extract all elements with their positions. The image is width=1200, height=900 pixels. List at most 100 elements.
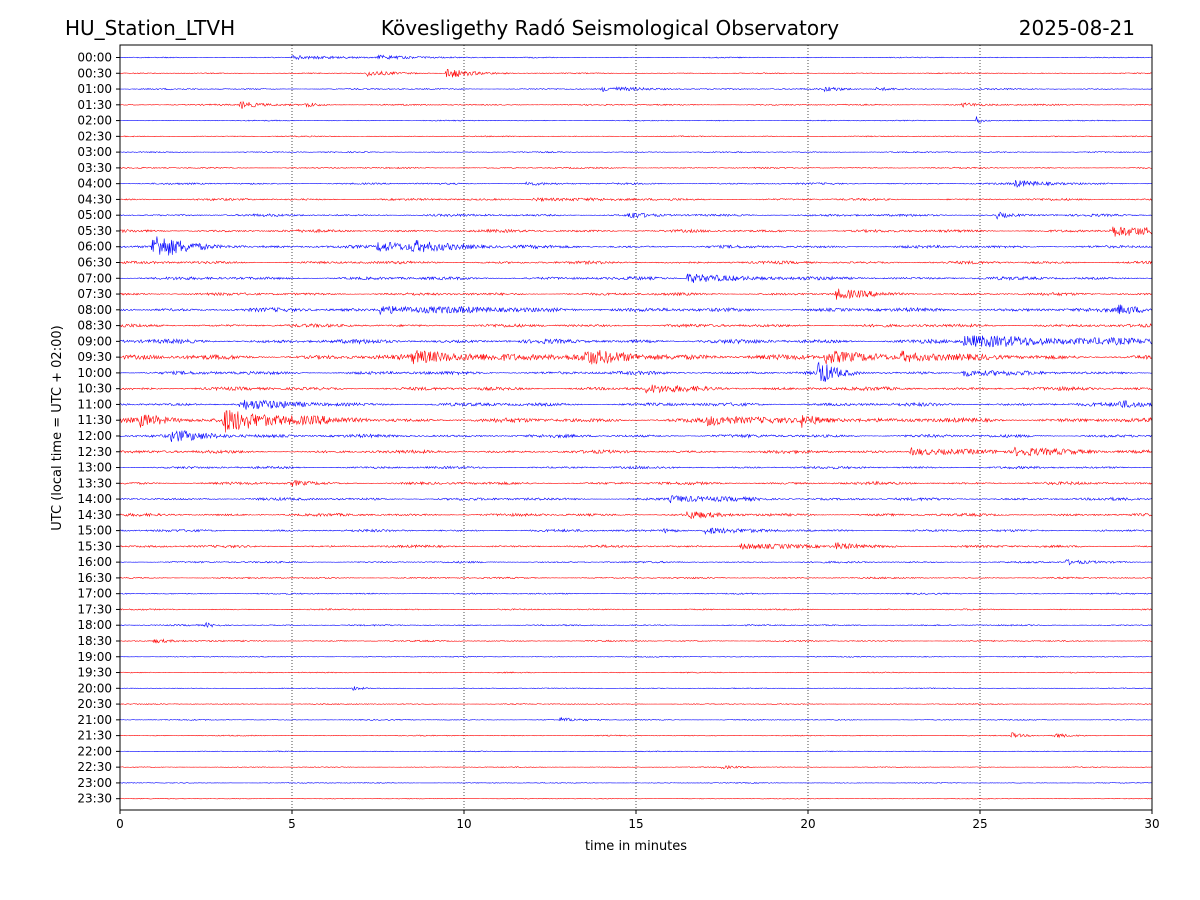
trace-row (119, 430, 1153, 443)
trace-row (120, 260, 1153, 266)
x-tick-label: 5 (288, 817, 296, 831)
trace-row (119, 335, 1153, 348)
trace-row (119, 273, 1153, 283)
y-tick-label: 12:30 (77, 445, 112, 459)
trace-row (119, 86, 1153, 93)
y-tick-label: 02:00 (77, 114, 112, 128)
x-axis-label: time in minutes (585, 839, 687, 854)
y-tick-label: 01:00 (77, 82, 112, 96)
trace-row (119, 116, 1153, 124)
trace-row (119, 68, 1153, 78)
trace-row (119, 608, 1153, 611)
y-tick-label: 19:00 (77, 650, 112, 664)
y-tick-label: 05:30 (77, 224, 112, 238)
y-tick-label: 17:00 (77, 587, 112, 601)
trace-row (119, 180, 1153, 188)
trace-row (119, 576, 1153, 580)
y-tick-label: 08:00 (77, 303, 112, 317)
x-ticks: 0 5 10 15 20 25 30 (116, 810, 1160, 831)
trace-row (119, 399, 1153, 410)
trace-row (119, 592, 1153, 595)
y-tick-label: 08:30 (77, 319, 112, 333)
y-tick-label: 21:00 (77, 713, 112, 727)
trace-row (119, 479, 1153, 487)
y-tick-label: 06:30 (77, 256, 112, 270)
y-tick-label: 10:00 (77, 366, 112, 380)
y-tick-label: 04:00 (77, 177, 112, 191)
trace-row (119, 197, 1153, 203)
trace-row (119, 494, 1153, 504)
y-tick-label: 20:30 (77, 697, 112, 711)
trace-row (119, 288, 1153, 300)
y-tick-label: 02:30 (77, 129, 112, 143)
trace-row (119, 446, 1153, 457)
trace-row (119, 638, 1153, 644)
trace-row (119, 732, 1153, 739)
y-tick-label: 22:00 (77, 744, 112, 758)
y-tick-label: 01:30 (77, 98, 112, 112)
trace-row (119, 54, 1153, 61)
station-label: HU_Station_LTVH (65, 16, 235, 40)
x-tick-label: 10 (456, 817, 471, 831)
trace-row (119, 686, 1153, 691)
trace-row (119, 350, 1153, 365)
x-tick-label: 0 (116, 817, 124, 831)
trace-row (119, 703, 1153, 706)
y-tick-label: 06:00 (77, 240, 112, 254)
trace-row (119, 671, 1153, 674)
trace-row (119, 511, 1153, 520)
trace-row (119, 764, 1153, 770)
trace-row (119, 236, 1153, 256)
y-tick-label: 07:30 (77, 287, 112, 301)
trace-row (119, 465, 1153, 470)
y-tick-label: 18:00 (77, 618, 112, 632)
trace-row (119, 100, 1153, 109)
y-tick-label: 23:30 (77, 792, 112, 806)
trace-row (119, 750, 1153, 753)
trace-row (119, 542, 1153, 550)
chart-title: Kövesligethy Radó Seismological Observat… (381, 16, 839, 40)
trace-row (119, 410, 1153, 433)
trace-row (119, 211, 1153, 220)
y-tick-label: 05:00 (77, 208, 112, 222)
y-tick-label: 14:00 (77, 492, 112, 506)
trace-row (119, 559, 1153, 566)
trace-row (119, 150, 1153, 154)
plot-frame (119, 44, 1153, 811)
trace-row (119, 384, 1153, 394)
x-tick-label: 25 (972, 817, 987, 831)
y-tick-label: 16:30 (77, 571, 112, 585)
y-tick-label: 13:30 (77, 476, 112, 490)
y-tick-label: 17:30 (77, 602, 112, 616)
trace-row (119, 621, 1153, 628)
y-tick-label: 11:00 (77, 397, 112, 411)
y-tick-label: 23:00 (77, 776, 112, 790)
trace-row (119, 655, 1153, 658)
y-tick-label: 15:00 (77, 524, 112, 538)
y-tick-label: 19:30 (77, 666, 112, 680)
trace-row (119, 304, 1153, 316)
y-tick-label: 21:30 (77, 729, 112, 743)
y-tick-label: 13:00 (77, 461, 112, 475)
y-tick-label: 20:00 (77, 681, 112, 695)
trace-row (119, 323, 1153, 329)
x-tick-label: 20 (800, 817, 815, 831)
y-tick-label: 11:30 (77, 413, 112, 427)
y-tick-label: 10:30 (77, 382, 112, 396)
y-tick-label: 16:00 (77, 555, 112, 569)
y-tick-label: 07:00 (77, 271, 112, 285)
y-tick-label: 00:30 (77, 66, 112, 80)
trace-row (119, 716, 1153, 722)
trace-row (119, 797, 1153, 800)
y-tick-label: 03:00 (77, 145, 112, 159)
trace-row (119, 166, 1153, 170)
trace-row (119, 226, 1153, 237)
y-tick-label: 12:00 (77, 429, 112, 443)
y-tick-label: 00:00 (77, 51, 112, 65)
x-tick-label: 15 (628, 817, 643, 831)
gridlines (291, 45, 981, 810)
y-tick-label: 18:30 (77, 634, 112, 648)
y-tick-label: 22:30 (77, 760, 112, 774)
